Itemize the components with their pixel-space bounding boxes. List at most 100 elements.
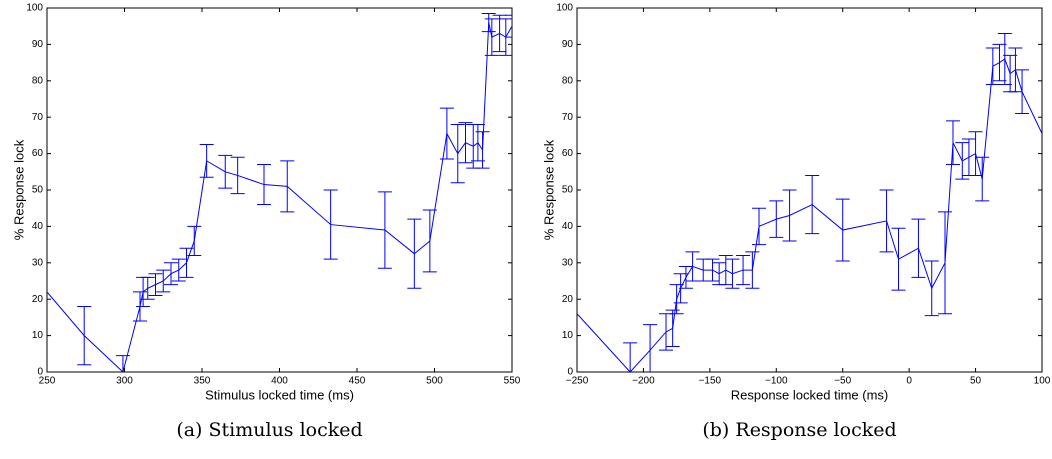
- x-tick-label: −250: [566, 376, 589, 387]
- error-bar: [736, 255, 751, 286]
- error-bar: [439, 107, 454, 160]
- x-axis-label: Stimulus locked time (ms): [205, 387, 354, 402]
- error-bar: [323, 189, 338, 260]
- x-tick-label: 250: [39, 376, 56, 387]
- y-axis-label: % Response lock: [11, 139, 26, 240]
- error-bar: [665, 309, 680, 348]
- error-bar: [782, 189, 797, 242]
- error-bar: [725, 258, 740, 289]
- y-tick-label: 60: [562, 148, 574, 159]
- error-bar: [492, 14, 507, 53]
- y-tick-label: 80: [562, 75, 574, 86]
- y-tick-label: 10: [32, 330, 44, 341]
- x-tick-label: −150: [699, 376, 722, 387]
- error-bar: [148, 273, 163, 297]
- error-bar: [140, 276, 155, 300]
- error-bar: [835, 198, 850, 262]
- error-bar: [968, 131, 983, 176]
- error-bar: [955, 142, 970, 180]
- error-bar: [407, 218, 422, 289]
- axes-frame: [46, 7, 513, 373]
- error-bar: [623, 342, 638, 372]
- error-bar: [484, 18, 499, 56]
- plot-area: [47, 12, 512, 372]
- y-tick-label: 90: [32, 39, 44, 50]
- error-bar: [164, 262, 178, 286]
- x-tick-label: 300: [116, 376, 133, 387]
- error-bar: [805, 174, 820, 235]
- y-tick-label: 0: [567, 367, 573, 378]
- error-bar: [156, 269, 171, 293]
- x-tick-label: 350: [194, 376, 211, 387]
- error-bar: [171, 258, 186, 282]
- error-bar: [199, 144, 214, 178]
- y-tick-label: 90: [562, 39, 574, 50]
- error-bar: [752, 207, 767, 246]
- x-axis-label: Response locked time (ms): [731, 387, 889, 402]
- error-bar: [280, 160, 295, 213]
- y-tick-label: 40: [32, 221, 44, 232]
- error-bar: [179, 247, 194, 278]
- x-tick-label: −50: [834, 376, 851, 387]
- y-tick-label: 20: [562, 294, 574, 305]
- data-line: [47, 22, 512, 372]
- error-bar: [911, 218, 926, 278]
- error-bar: [643, 324, 658, 372]
- y-tick-label: 0: [37, 367, 43, 378]
- error-bar: [678, 265, 693, 289]
- error-bar: [669, 284, 684, 315]
- y-tick-label: 50: [32, 185, 44, 196]
- x-tick-label: 500: [426, 376, 443, 387]
- y-tick-label: 100: [26, 3, 43, 14]
- error-bar: [450, 123, 465, 184]
- error-bar: [257, 164, 271, 206]
- error-bar: [377, 191, 392, 269]
- error-bar: [769, 200, 784, 238]
- error-bar: [938, 211, 953, 315]
- y-tick-label: 10: [562, 330, 574, 341]
- y-tick-label: 70: [32, 112, 44, 123]
- x-tick-label: 450: [349, 376, 366, 387]
- data-line: [577, 58, 1042, 372]
- y-tick-label: 50: [562, 185, 574, 196]
- y-tick-label: 80: [32, 75, 44, 86]
- x-tick-label: 400: [271, 376, 288, 387]
- axes-frame: [576, 7, 1043, 373]
- error-bar: [891, 227, 906, 291]
- error-bar: [115, 355, 130, 372]
- error-bar: [985, 47, 1000, 85]
- y-tick-label: 100: [556, 3, 573, 14]
- y-tick-label: 60: [32, 148, 44, 159]
- x-tick-label: −200: [632, 376, 655, 387]
- x-tick-label: 550: [504, 376, 521, 387]
- error-bar: [879, 189, 894, 253]
- caption: (b) Response locked: [702, 419, 896, 441]
- error-bar: [924, 260, 939, 317]
- error-bar: [1015, 69, 1030, 115]
- error-bar: [975, 156, 990, 202]
- error-bar: [992, 43, 1007, 82]
- plot-area: [577, 32, 1042, 372]
- x-tick-label: −100: [765, 376, 788, 387]
- error-bar: [945, 120, 960, 166]
- error-bar: [481, 12, 496, 33]
- y-tick-label: 30: [32, 257, 44, 268]
- error-bar: [997, 32, 1012, 85]
- error-bar: [475, 131, 490, 169]
- error-bar: [230, 156, 245, 195]
- caption: (a) Stimulus locked: [176, 419, 362, 441]
- error-bar: [218, 154, 233, 189]
- error-bar: [77, 305, 92, 366]
- error-bar: [718, 255, 733, 286]
- error-bar: [187, 225, 202, 257]
- x-tick-label: 100: [1034, 376, 1051, 387]
- y-axis-label: % Response lock: [541, 139, 556, 240]
- x-tick-label: 0: [906, 376, 912, 387]
- error-bar: [458, 122, 473, 164]
- y-tick-label: 70: [562, 112, 574, 123]
- x-tick-label: 50: [970, 376, 982, 387]
- y-tick-label: 20: [32, 294, 44, 305]
- error-bar: [505, 14, 512, 38]
- y-tick-label: 30: [562, 257, 574, 268]
